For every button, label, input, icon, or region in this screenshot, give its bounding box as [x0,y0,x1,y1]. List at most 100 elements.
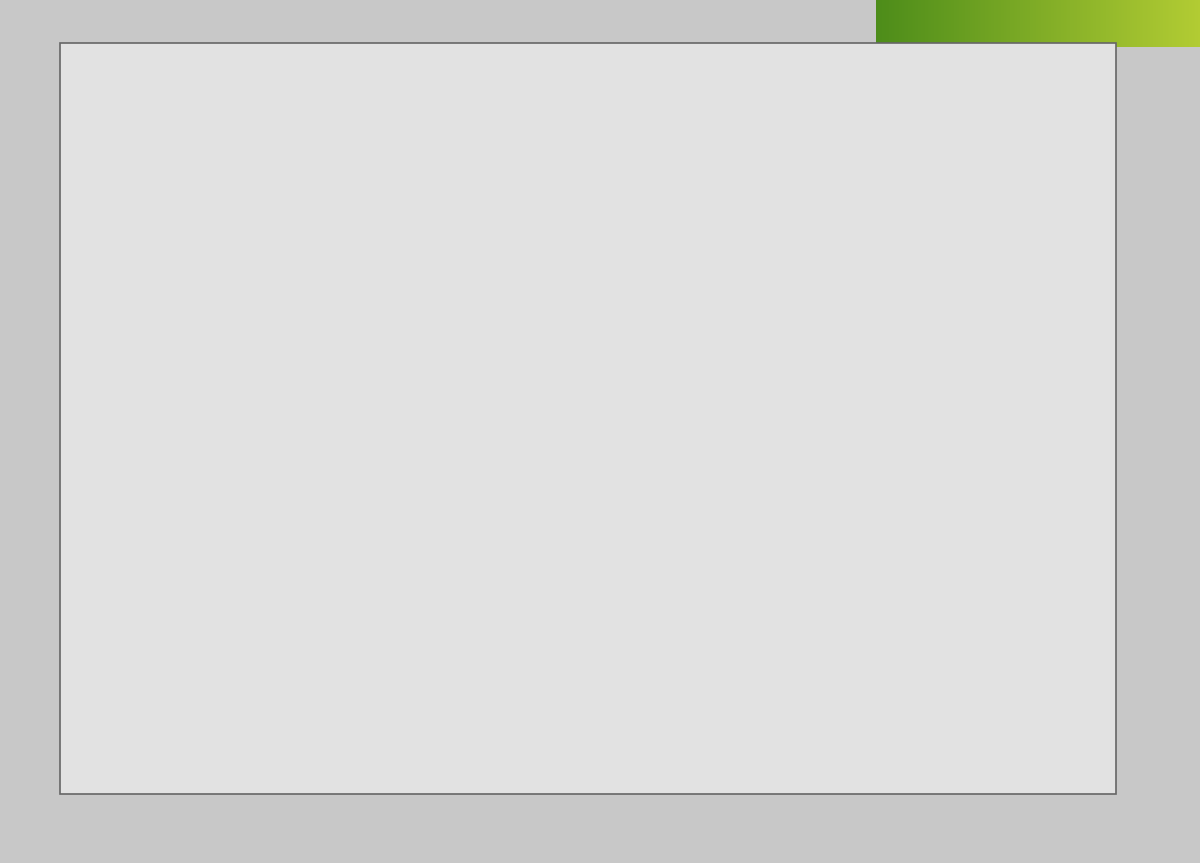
Bar [1117,0,1120,47]
Bar [1114,0,1116,47]
Bar [954,0,955,47]
Bar [972,0,973,47]
Bar [1130,0,1132,47]
Bar [1020,0,1022,47]
Bar [1181,0,1182,47]
Bar [890,0,893,47]
Bar [1172,0,1174,47]
Bar [973,0,974,47]
Bar [1144,0,1145,47]
Bar [1166,0,1168,47]
Bar [889,0,890,47]
Bar [1070,0,1072,47]
Bar [1153,0,1154,47]
Bar [1174,0,1176,47]
Bar [1056,0,1057,47]
Bar [950,0,952,47]
Bar [935,0,936,47]
Bar [1051,0,1052,47]
Bar [1104,0,1106,47]
Bar [958,0,959,47]
Bar [1049,0,1051,47]
Bar [905,0,907,47]
Bar [1075,0,1076,47]
Bar [1094,0,1097,47]
Bar [1088,0,1090,47]
Bar [1093,0,1094,47]
Bar [1112,0,1114,47]
Bar [925,0,926,47]
Bar [1109,0,1111,47]
Bar [1163,0,1164,47]
Bar [984,0,986,47]
Bar [1033,0,1034,47]
Bar [940,0,941,47]
Bar [1129,0,1130,47]
Bar [919,0,922,47]
Bar [1098,0,1099,47]
Bar [1152,0,1153,47]
Bar [977,0,978,47]
Bar [1000,0,1001,47]
Bar [936,0,937,47]
Bar [1057,0,1060,47]
Text: OH: OH [490,314,517,332]
Bar [1157,0,1158,47]
Bar [995,0,996,47]
Bar [882,0,884,47]
Bar [1134,0,1135,47]
Bar [1009,0,1010,47]
Bar [1177,0,1178,47]
Bar [988,0,989,47]
Bar [1178,0,1181,47]
Bar [1060,0,1061,47]
Bar [1120,0,1121,47]
Bar [1015,0,1016,47]
Bar [1162,0,1163,47]
Bar [1016,0,1019,47]
Bar [947,0,949,47]
Bar [937,0,940,47]
Bar [1081,0,1084,47]
Bar [1055,0,1056,47]
Bar [992,0,995,47]
Bar [931,0,932,47]
Bar [941,0,942,47]
Bar [918,0,919,47]
Bar [907,0,908,47]
Bar [908,0,910,47]
Bar [1002,0,1004,47]
Text: O: O [931,266,946,284]
Bar [1126,0,1127,47]
Bar [922,0,923,47]
Bar [1136,0,1139,47]
Bar [952,0,954,47]
Bar [1004,0,1006,47]
Bar [1014,0,1015,47]
Bar [1062,0,1064,47]
Bar [982,0,983,47]
Bar [965,0,967,47]
Bar [986,0,988,47]
Bar [1145,0,1146,47]
Bar [1024,0,1025,47]
Bar [960,0,962,47]
Bar [964,0,965,47]
Bar [904,0,905,47]
Bar [928,0,930,47]
Bar [1042,0,1043,47]
Bar [1099,0,1102,47]
Bar [1006,0,1007,47]
Bar [968,0,970,47]
Bar [887,0,889,47]
Bar [1190,0,1192,47]
Bar [1164,0,1166,47]
Bar [1061,0,1062,47]
Bar [942,0,944,47]
Bar [1076,0,1079,47]
Bar [996,0,997,47]
Bar [1052,0,1054,47]
Bar [1038,0,1039,47]
Bar [1159,0,1162,47]
Bar [894,0,895,47]
